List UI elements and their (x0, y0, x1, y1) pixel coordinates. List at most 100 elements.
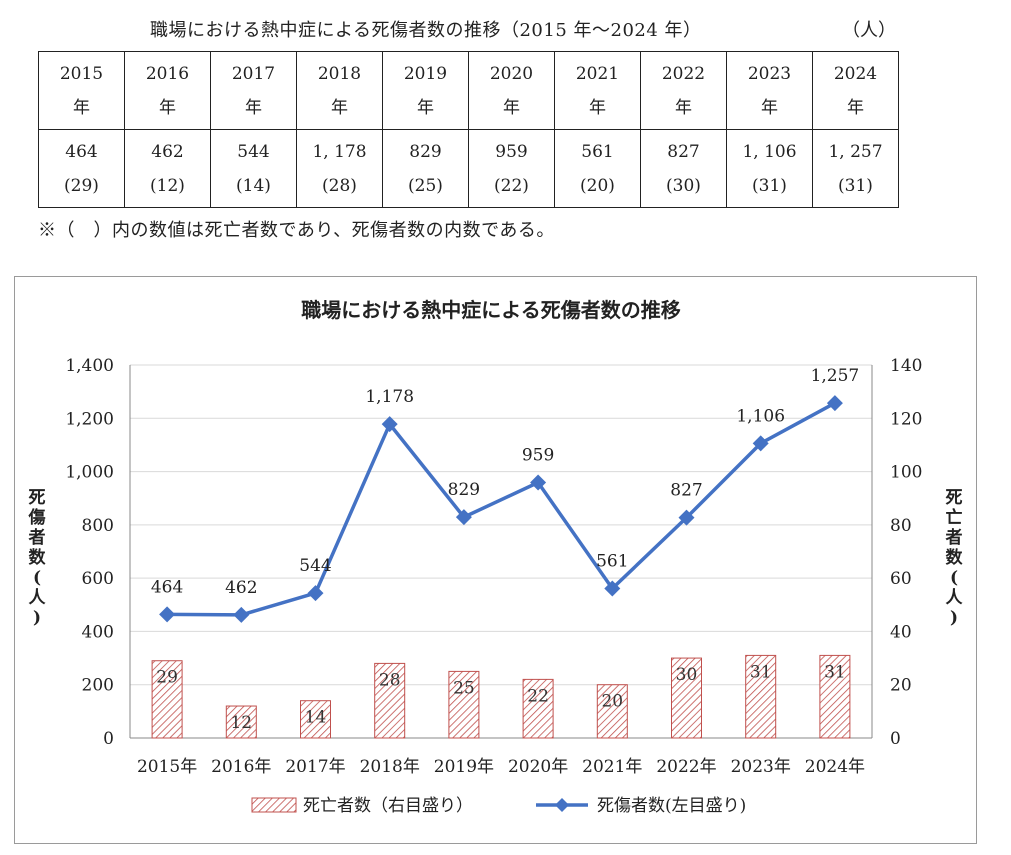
bar (671, 657, 702, 739)
bar (448, 670, 480, 739)
bar (300, 700, 331, 739)
x-tick-label: 2020年 (508, 757, 568, 777)
table-year-suffix: 年 (847, 97, 864, 118)
table-value-row: 464 (29) 462 (12) 544 (14) 1, 178 (28) 829 (25) 95… (38, 129, 899, 208)
line-point (604, 580, 621, 597)
x-tick-label: 2017年 (285, 757, 345, 777)
table-deaths: (31) (838, 175, 873, 196)
table-year-cell: 2022 年 (640, 51, 727, 130)
y-right-tick-label: 60 (890, 569, 912, 589)
table-deaths: (12) (150, 175, 185, 196)
combo-chart: 職場における熱中症による死傷者数の推移 0 0 200 20 400 40 600 60 800 8… (28, 298, 964, 816)
x-tick-label: 2024年 (805, 757, 865, 777)
bar-data-label: 20 (601, 692, 623, 712)
bar (374, 662, 406, 739)
table-year: 2016 (145, 63, 190, 84)
y-right-tick-label: 0 (890, 729, 901, 749)
bar-data-label: 22 (527, 686, 549, 706)
legend-line-marker (555, 798, 569, 812)
chart-title: 職場における熱中症による死傷者数の推移 (301, 298, 680, 322)
line-data-label: 827 (670, 481, 702, 501)
bar-data-label: 28 (379, 670, 401, 690)
table-year-cell: 2020 年 (468, 51, 555, 130)
line-point (455, 509, 472, 526)
x-tick-label: 2016年 (211, 757, 271, 777)
x-tick-label: 2018年 (360, 757, 420, 777)
y-left-axis-title: 死傷者数(人) (28, 488, 47, 628)
table-year: 2019 (403, 63, 448, 84)
table-deaths: (29) (64, 175, 99, 196)
table-casualties: 462 (151, 141, 184, 162)
table-year: 2024 (833, 63, 878, 84)
table-year-cell: 2023 年 (726, 51, 813, 130)
casualty-table: 2015 年 2016 年 2017 年 2018 年 2019 年 2020 年 2021 年 2022 年… (38, 51, 899, 208)
bar-data-label: 30 (676, 665, 698, 685)
x-tick-label: 2023年 (731, 757, 791, 777)
table-year-suffix: 年 (675, 97, 692, 118)
y-left-tick-label: 400 (82, 622, 114, 642)
y-right-axis-title: 死亡者数(人) (945, 488, 964, 628)
bar (151, 660, 183, 739)
y-left-tick-label: 200 (82, 676, 114, 696)
line-data-label: 462 (225, 578, 257, 598)
table-year: 2022 (661, 63, 706, 84)
table-year-suffix: 年 (159, 97, 176, 118)
line-point (530, 474, 547, 491)
table-casualties: 561 (581, 141, 614, 162)
table-value-cell: 464 (29) (38, 129, 125, 208)
table-deaths: (31) (752, 175, 787, 196)
table-casualties: 1, 178 (312, 141, 367, 162)
table-value-cell: 462 (12) (124, 129, 211, 208)
table-deaths: (22) (494, 175, 529, 196)
table-year-cell: 2018 年 (296, 51, 383, 130)
y-right-tick-label: 40 (890, 622, 912, 642)
table-title-row: 職場における熱中症による死傷者数の推移（2015 年～2024 年） （人） (0, 12, 1011, 42)
table-year: 2020 (489, 63, 534, 84)
table-year: 2017 (231, 63, 276, 84)
x-tick-label: 2021年 (582, 757, 642, 777)
x-tick-label: 2019年 (434, 757, 494, 777)
table-year: 2021 (575, 63, 620, 84)
table-year: 2015 (59, 63, 104, 84)
line-point (678, 509, 695, 526)
y-right-tick-label: 120 (890, 409, 922, 429)
line-point (826, 395, 843, 412)
legend-bar-swatch (251, 797, 297, 813)
casualties-line (167, 401, 836, 617)
y-left-tick-label: 1,000 (65, 463, 114, 483)
bar-data-label: 25 (453, 678, 475, 698)
table-note: ※（ ）内の数値は死亡者数であり、死傷者数の内数である。 (38, 220, 555, 241)
bar-data-label: 31 (750, 662, 772, 682)
y-left-tick-label: 1,400 (65, 356, 114, 376)
line-point (752, 435, 769, 452)
line-point (233, 606, 250, 623)
table-value-cell: 561 (20) (554, 129, 641, 208)
line-data-label: 959 (522, 445, 554, 465)
table-deaths: (30) (666, 175, 701, 196)
legend-line-label: 死傷者数(左目盛り) (597, 796, 746, 816)
line-data-label: 1,257 (811, 366, 860, 386)
y-left-tick-label: 0 (103, 729, 114, 749)
table-year-suffix: 年 (73, 97, 90, 118)
table-value-cell: 959 (22) (468, 129, 555, 208)
bar (596, 684, 628, 739)
line-data-label: 829 (448, 480, 480, 500)
y-right-tick-label: 20 (890, 676, 912, 696)
table-value-cell: 1, 106 (31) (726, 129, 813, 208)
y-right-tick-label: 80 (890, 516, 912, 536)
bar-data-label: 29 (156, 668, 178, 688)
y-left-tick-label: 1,200 (65, 409, 114, 429)
line-data-label: 464 (151, 577, 183, 597)
table-year-suffix: 年 (331, 97, 348, 118)
table-deaths: (28) (322, 175, 357, 196)
table-value-cell: 544 (14) (210, 129, 297, 208)
bar-data-label: 12 (230, 713, 252, 733)
y-right-tick-label: 140 (890, 356, 922, 376)
line-point (381, 416, 398, 433)
table-year-row: 2015 年 2016 年 2017 年 2018 年 2019 年 2020 年 2021 年 2022 年… (38, 51, 899, 130)
table-value-cell: 1, 178 (28) (296, 129, 383, 208)
table-value-cell: 827 (30) (640, 129, 727, 208)
table-year-suffix: 年 (761, 97, 778, 118)
table-year: 2018 (317, 63, 362, 84)
table-value-cell: 829 (25) (382, 129, 469, 208)
